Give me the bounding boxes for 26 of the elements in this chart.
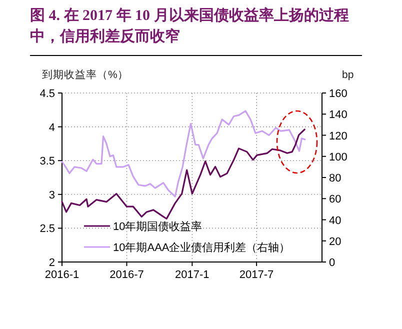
x-tick-label: 2017-1	[175, 269, 210, 281]
y2-tick-label: 100	[329, 151, 348, 164]
y-tick-label: 2	[48, 257, 55, 269]
x-tick-label: 2016-1	[44, 269, 80, 281]
x-tick-label: 2016-7	[110, 269, 144, 281]
y2-tick-label: 20	[329, 236, 342, 248]
y-tick-label: 4	[48, 122, 55, 134]
y2-tick-label: 160	[329, 88, 348, 100]
y-tick-label: 3.5	[40, 156, 55, 168]
y2-axis-title: bp	[342, 69, 354, 81]
y-tick-label: 3	[48, 189, 55, 202]
y2-tick-label: 140	[329, 109, 348, 122]
line-series	[61, 128, 306, 220]
y2-tick-label: 0	[329, 257, 336, 269]
y-axis-title: 到期收益率（%）	[42, 68, 128, 81]
line-series	[61, 110, 306, 198]
y-tick-label: 4.5	[40, 88, 55, 100]
chart-title: 图 4. 在 2017 年 10 月以来国债收益率上扬的过程中，信用利差反而收窄	[30, 6, 350, 47]
y2-tick-label: 60	[329, 194, 342, 206]
legend-label: 10年期国债收益率	[113, 220, 202, 233]
x-tick-label: 2017-7	[239, 269, 274, 281]
y2-tick-label: 80	[329, 172, 342, 184]
legend-label: 10年期AAA企业债信用利差（右轴）	[113, 241, 290, 254]
y-tick-label: 2.5	[40, 223, 55, 236]
y2-tick-label: 120	[329, 130, 348, 142]
y2-tick-label: 40	[329, 214, 342, 227]
